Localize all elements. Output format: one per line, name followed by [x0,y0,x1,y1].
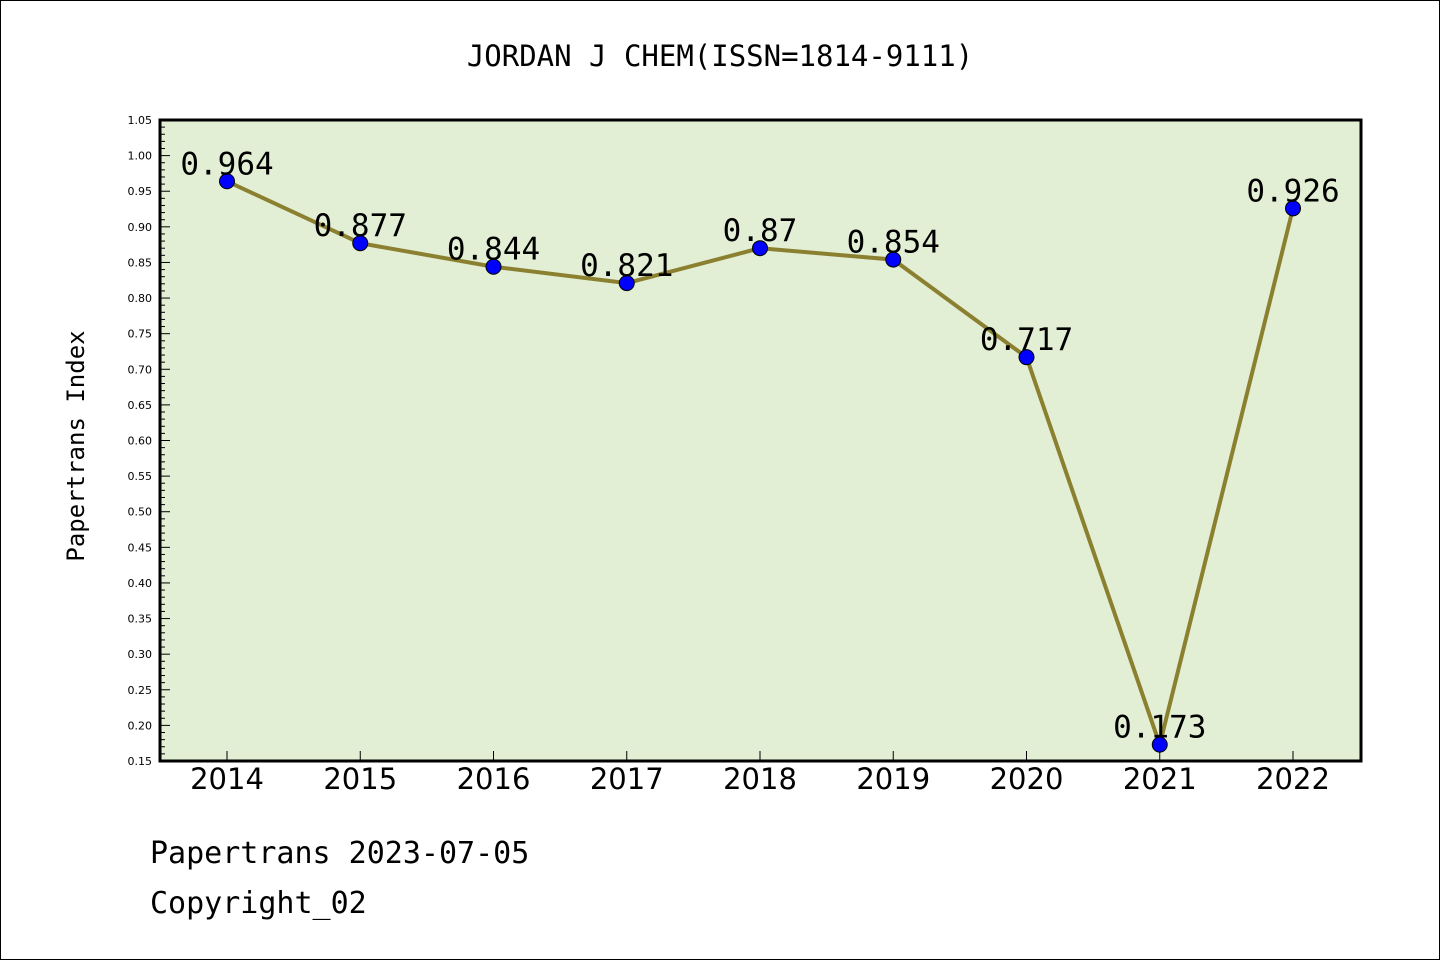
data-label: 0.877 [314,208,407,244]
plot-border [158,118,1363,763]
data-point [219,173,235,190]
data-point [752,240,768,257]
data-label: 0.844 [447,232,540,268]
data-point [1151,736,1168,753]
y-tick-label: 0.90 [128,221,153,234]
chart-title: JORDAN J CHEM(ISSN=1814-9111) [467,39,973,73]
y-axis-title: Papertrans Index [62,330,90,561]
y-tick-label: 0.55 [128,470,153,483]
data-point [485,258,502,275]
x-tick-label: 2015 [323,762,397,796]
y-tick-label: 1.05 [128,114,153,127]
y-tick-label: 0.60 [128,435,153,448]
data-label: 0.173 [1113,710,1206,746]
y-tick-label: 0.95 [128,185,153,198]
y-tick-label: 0.45 [128,541,153,554]
data-label: 0.926 [1246,173,1339,209]
y-tick-label: 0.65 [128,399,153,412]
x-tick-label: 2018 [723,762,797,796]
data-point [885,251,902,268]
x-tick-label: 2022 [1256,762,1330,796]
x-tick-label: 2016 [457,762,531,796]
y-tick-label: 0.15 [128,755,153,768]
data-point [1018,349,1035,366]
x-tick-label: 2017 [590,762,664,796]
y-tick-label: 0.30 [128,648,153,661]
data-label: 0.717 [980,322,1073,358]
x-tick-label: 2020 [990,762,1064,796]
y-tick-label: 0.80 [128,292,153,305]
y-tick-label: 0.20 [128,719,153,732]
footer-copyright-line: Copyright_02 [150,886,367,921]
y-tick-label: 0.70 [128,363,153,376]
y-tick-label: 0.40 [128,577,153,590]
y-tick-label: 1.00 [128,150,153,163]
y-tick-label: 0.35 [128,613,153,626]
x-axis: 2014 2015 2016 2017 2018 2019 2020 2021 2022 [190,751,1330,796]
data-point [618,275,635,292]
x-tick-label: 2019 [856,762,930,796]
data-point [1285,200,1301,217]
data-labels: 0.964 0.877 0.844 0.821 0.87 0.854 0.717 0.173 0… [180,146,1339,745]
x-tick-label: 2021 [1123,762,1197,796]
data-label: 0.964 [180,146,273,182]
y-tick-label: 0.25 [128,684,153,697]
y-axis: 0.15 0.20 0.25 0.30 0.35 0.40 0.45 0.50 0.55 0.60… [128,114,170,768]
data-label: 0.854 [847,225,940,261]
y-tick-label: 0.85 [128,256,153,269]
y-tick-label: 0.50 [128,506,153,519]
y-tick-label: 0.75 [128,328,153,341]
plot-area [160,120,1361,761]
data-label: 0.87 [723,213,798,249]
footer-date-line: Papertrans 2023-07-05 [150,836,530,871]
data-label: 0.821 [580,248,673,284]
series-markers [219,173,1301,753]
data-point [352,235,369,252]
x-tick-label: 2014 [190,762,264,796]
